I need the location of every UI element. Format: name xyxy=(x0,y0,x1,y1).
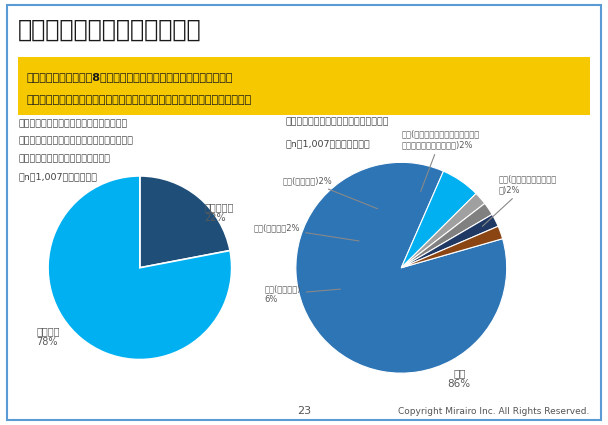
Text: 相談窓口の認知度、利用実態: 相談窓口の認知度、利用実態 xyxy=(18,18,202,42)
Text: 内閣府が試行的に実施している「つなぐ窓口」の利用も少ないようだった。: 内閣府が試行的に実施している「つなぐ窓口」の利用も少ないようだった。 xyxy=(27,95,252,105)
Text: 窓口があることを知っていますか？: 窓口があることを知っていますか？ xyxy=(18,155,110,164)
Text: （n＝1,007、複数回答可）: （n＝1,007、複数回答可） xyxy=(286,139,370,148)
Wedge shape xyxy=(140,176,230,268)
Text: 相談窓口を利用したことがありますか？: 相談窓口を利用したことがありますか？ xyxy=(286,117,389,126)
Text: Copyright Mirairo Inc. All Rights Reserved.: Copyright Mirairo Inc. All Rights Reserv… xyxy=(398,407,590,416)
Text: ある(その他省庁の相談窓
口)2%: ある(その他省庁の相談窓 口)2% xyxy=(482,175,557,227)
Text: ある(都道府県)2%: ある(都道府県)2% xyxy=(283,176,378,209)
Text: （n＝1,007、単一回答）: （n＝1,007、単一回答） xyxy=(18,173,97,181)
Text: 障害を理由とする差別的取り扱いを受けた: 障害を理由とする差別的取り扱いを受けた xyxy=(18,119,128,128)
Wedge shape xyxy=(48,176,232,360)
Wedge shape xyxy=(401,215,498,268)
Text: 23: 23 xyxy=(297,406,311,416)
Text: 知っている
22%: 知っている 22% xyxy=(204,202,233,224)
Text: り、合理的配慮の不提供を感じた時に、相談: り、合理的配慮の不提供を感じた時に、相談 xyxy=(18,137,133,146)
Wedge shape xyxy=(401,193,485,268)
FancyBboxPatch shape xyxy=(18,57,590,115)
Text: ある(その他）2%: ある(その他）2% xyxy=(254,224,359,241)
Text: ある(市区町村)
6%: ある(市区町村) 6% xyxy=(264,284,340,304)
Wedge shape xyxy=(401,226,503,268)
Text: ない
86%: ない 86% xyxy=(447,368,471,389)
Text: ある(障害者差別に関する内閣府の
相談窓口「つなぐ窓口」)2%: ある(障害者差別に関する内閣府の 相談窓口「つなぐ窓口」)2% xyxy=(401,130,480,191)
Wedge shape xyxy=(296,162,506,373)
Text: 相談窓口については約8割が「知らない」と回答し、認知度は低い。: 相談窓口については約8割が「知らない」と回答し、認知度は低い。 xyxy=(27,72,233,82)
Text: 知らない
78%: 知らない 78% xyxy=(36,326,60,347)
Wedge shape xyxy=(401,171,476,268)
Wedge shape xyxy=(401,204,492,268)
